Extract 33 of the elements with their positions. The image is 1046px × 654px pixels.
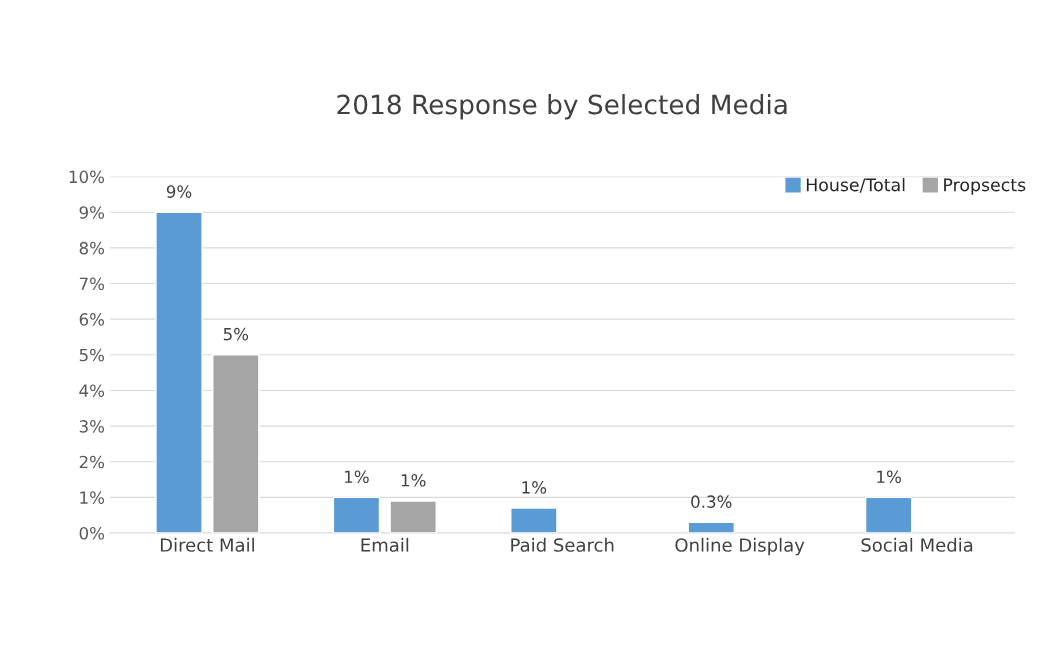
x-tick-label: Email <box>361 537 409 552</box>
data-label: 1% <box>877 470 901 484</box>
data-label: 1% <box>522 481 547 494</box>
bar <box>212 354 260 534</box>
bar <box>332 496 381 534</box>
bar <box>510 507 558 534</box>
y-tick-label: 2% <box>79 455 105 469</box>
data-label: 9% <box>166 185 192 198</box>
bar <box>864 496 913 534</box>
y-tick-label: 3% <box>79 420 105 433</box>
y-tick-label: 1% <box>80 491 105 504</box>
chart-title: 2018 Response by Selected Media <box>337 94 787 120</box>
y-tick-label: 6% <box>79 313 105 326</box>
bar <box>155 211 203 534</box>
y-tick-label: 10% <box>69 170 105 184</box>
y-tick-label: 9% <box>79 206 105 219</box>
bar <box>389 500 437 534</box>
data-label: 0.3% <box>691 495 732 508</box>
x-tick-label: Online Display <box>675 537 805 556</box>
y-tick-label: 4% <box>79 384 105 398</box>
data-label: 5% <box>223 327 249 341</box>
y-tick-label: 7% <box>79 277 105 291</box>
x-tick-label: Paid Search <box>511 537 614 552</box>
bar <box>687 521 736 534</box>
y-tick-label: 8% <box>79 241 105 255</box>
legend-label: Propsects <box>944 178 1026 195</box>
x-tick-label: Social Media <box>861 537 973 552</box>
y-tick-label: 5% <box>79 348 105 362</box>
data-label: 1% <box>345 470 369 484</box>
y-tick-label: 0% <box>79 526 105 540</box>
x-tick-label: Direct Mail <box>160 537 254 552</box>
data-label: 1% <box>401 473 426 487</box>
legend-label: House/Total <box>806 177 905 193</box>
